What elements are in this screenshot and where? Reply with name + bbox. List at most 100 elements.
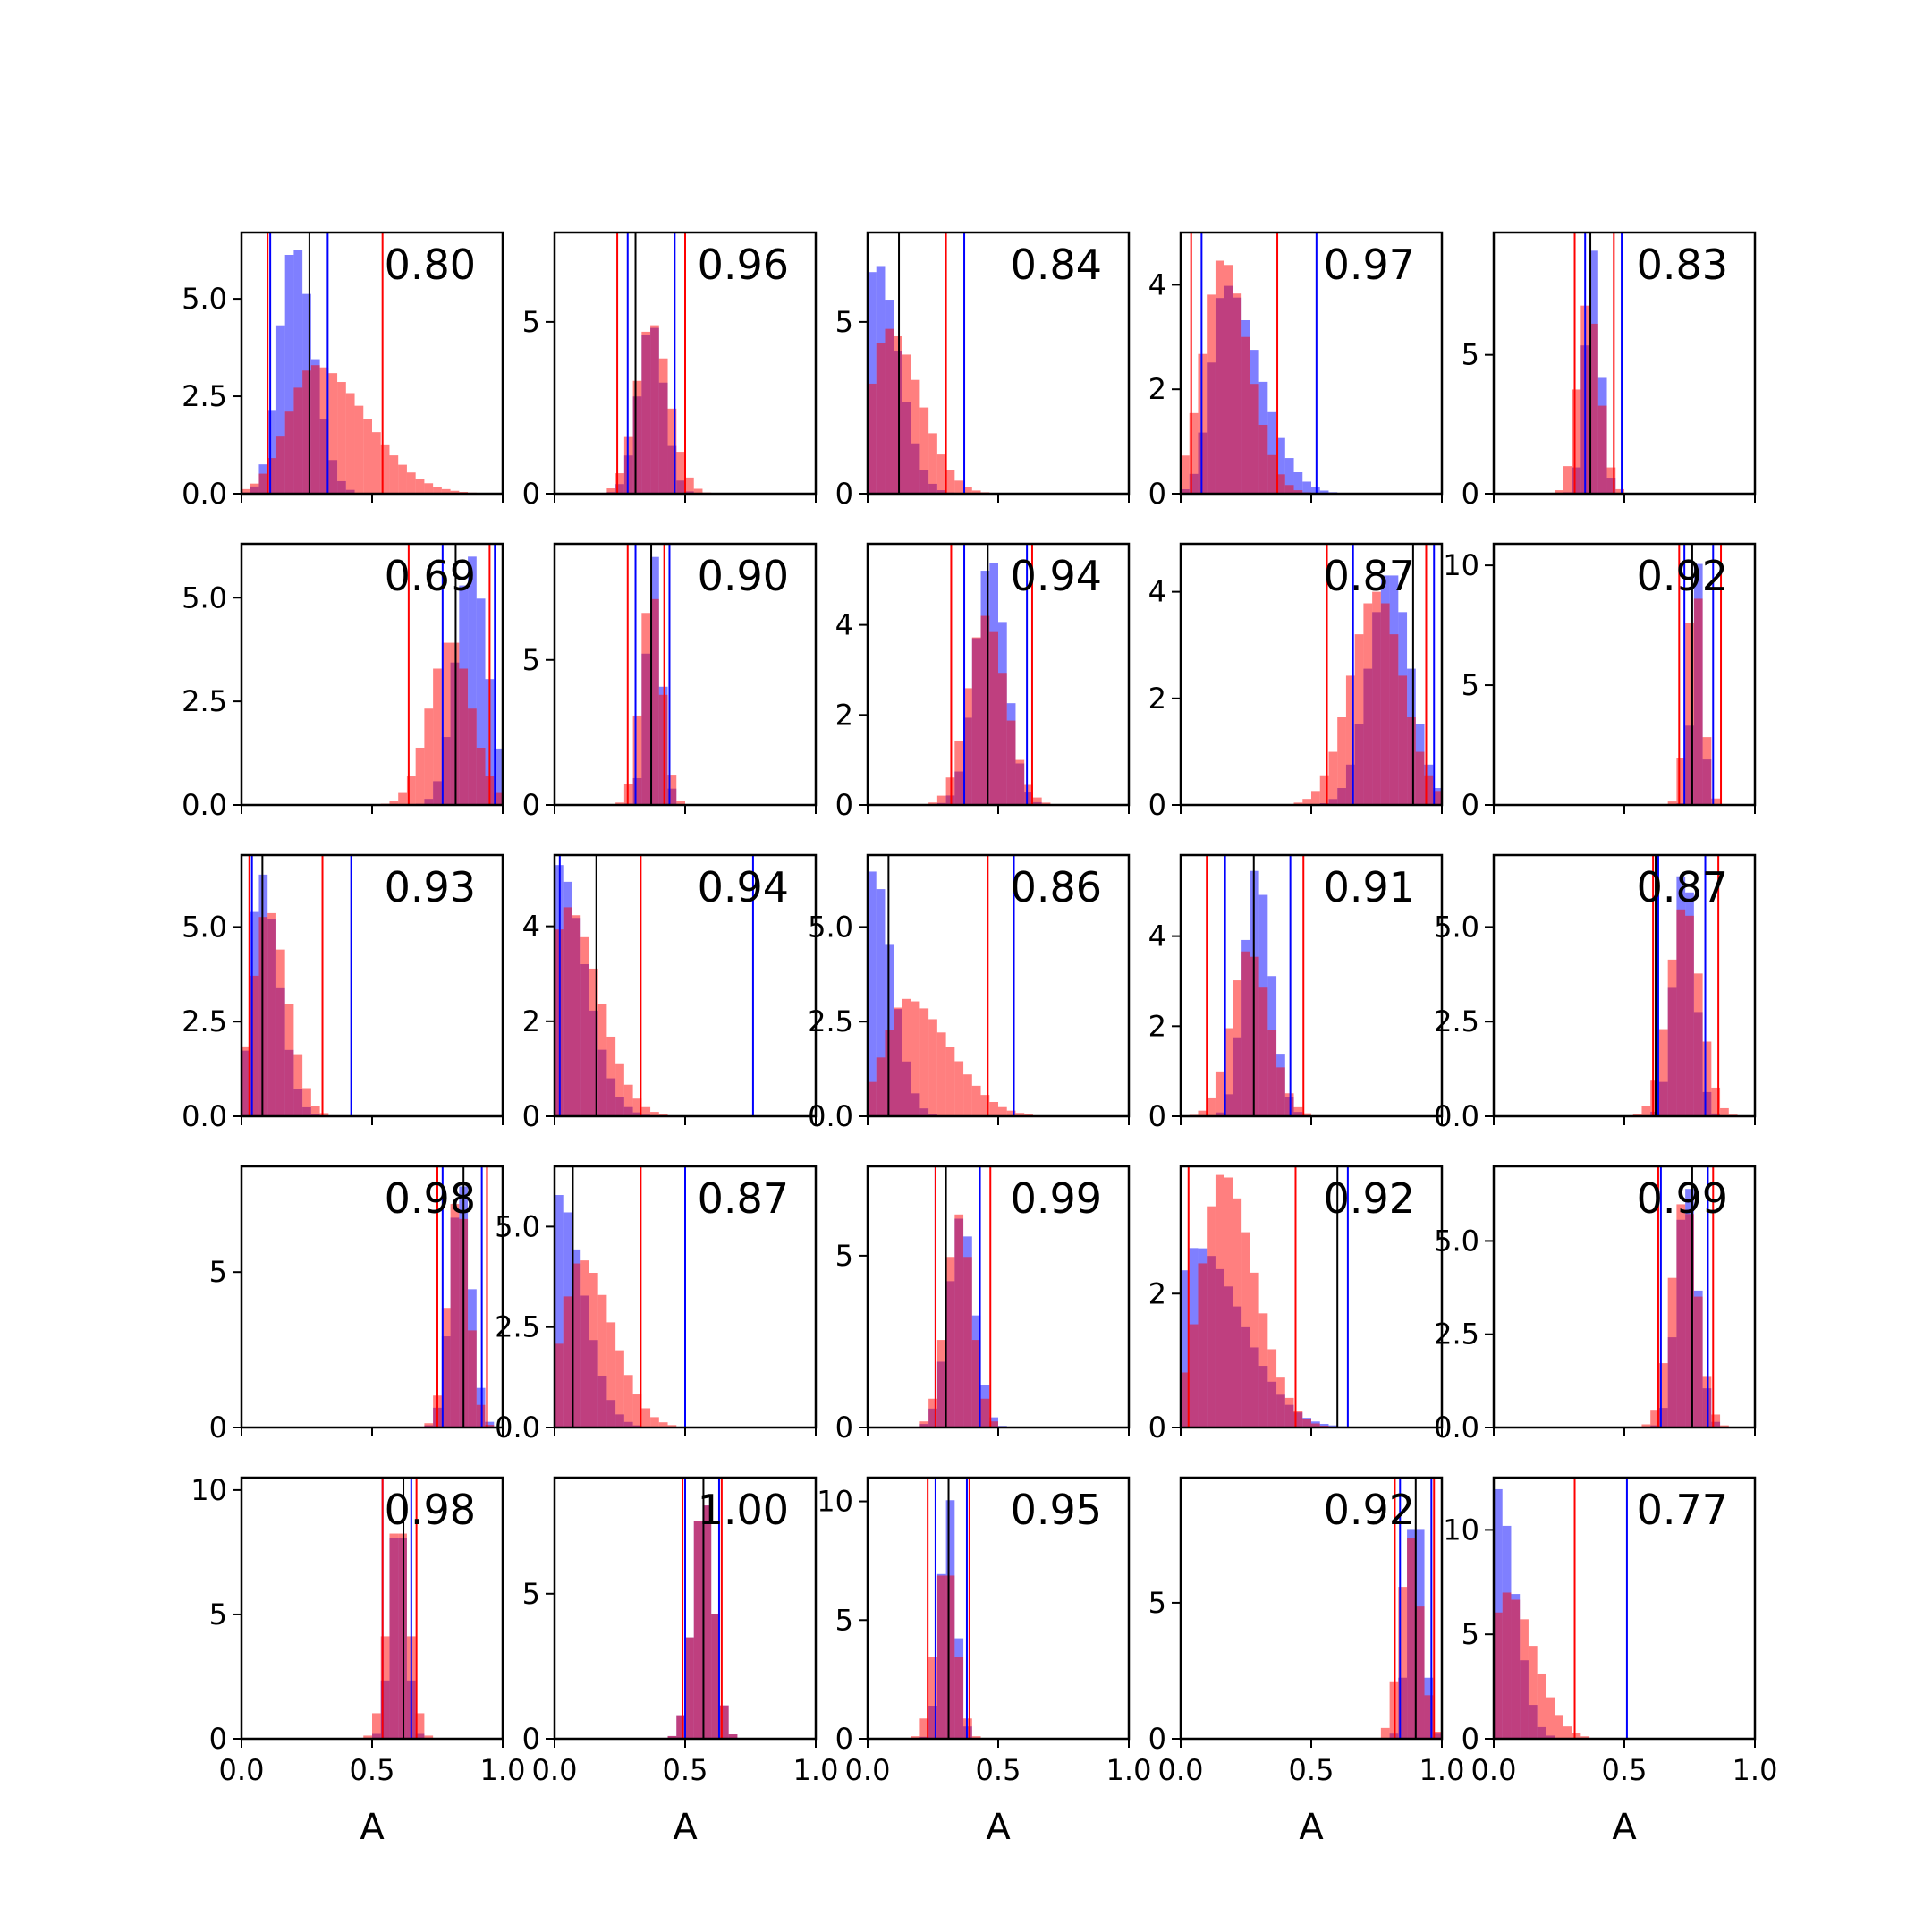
histogram-bar-red <box>1502 1592 1512 1739</box>
x-tick-label: 0.5 <box>976 1753 1021 1787</box>
histogram-bar-red <box>1233 980 1242 1116</box>
y-tick-label: 0.0 <box>1434 1411 1479 1445</box>
histogram-bar-red <box>1198 1110 1208 1116</box>
y-tick-label: 4 <box>835 608 853 642</box>
histogram-bar-red <box>597 1294 607 1428</box>
histogram-bar-red <box>468 708 477 805</box>
histogram-bar-red <box>415 1713 425 1739</box>
histogram-bar-red <box>1293 1106 1303 1116</box>
histogram-bar-red <box>398 464 407 494</box>
histogram-bar-red <box>1685 1214 1694 1428</box>
histogram-bar-red <box>980 615 990 805</box>
histogram-bar-red <box>310 365 320 494</box>
panel-plot-area <box>1293 544 1442 805</box>
histogram-bar-red <box>1380 1727 1390 1739</box>
y-tick-label: 0 <box>1148 1411 1166 1445</box>
histogram-bar-red <box>911 1736 920 1739</box>
histogram-bar-red <box>555 1343 564 1428</box>
histogram-bar-red <box>275 436 285 494</box>
histogram-bar-red <box>980 1398 990 1428</box>
histogram-bar-red <box>606 488 616 494</box>
y-tick-label: 4 <box>1148 919 1166 953</box>
histogram-bar-red <box>667 775 677 805</box>
histogram-bar-blue <box>555 1195 564 1428</box>
histogram-bar-red <box>615 1063 624 1116</box>
panel-score-label: 0.80 <box>385 241 476 289</box>
panel-14: 0 2 4 0.91 <box>1148 853 1444 1133</box>
histogram-bar-red <box>868 383 877 494</box>
histogram-bar-red <box>476 747 486 805</box>
histogram-bar-red <box>372 432 381 494</box>
histogram-bar-red <box>1711 1087 1721 1116</box>
panel-plot-area <box>868 855 1033 1116</box>
y-tick-label: 4 <box>1148 267 1166 301</box>
histogram-bar-red <box>293 1054 303 1116</box>
histogram-bar-red <box>424 1735 434 1739</box>
histogram-bar-red <box>936 795 946 805</box>
histogram-bar-red <box>1276 1067 1285 1116</box>
histogram-bar-red <box>1311 791 1320 805</box>
histogram-bar-red <box>284 411 294 494</box>
histogram-bar-red <box>989 1421 998 1428</box>
histogram-bar-red <box>572 1263 581 1428</box>
histogram-bar-red <box>1702 737 1712 805</box>
panel-7: 050.90 <box>522 542 818 822</box>
histogram-bar-red <box>1293 802 1303 805</box>
histogram-bar-red <box>450 1204 460 1428</box>
panel-plot-area <box>919 1166 1007 1428</box>
histogram-bar-red <box>389 1533 399 1739</box>
panel-24: 0.0 0.5 1.0 A 0 5 0.92 <box>1148 1476 1464 1848</box>
histogram-bar-red <box>1233 1198 1242 1428</box>
histogram-bar-red <box>1233 293 1242 494</box>
histogram-bar-red <box>1572 1733 1581 1739</box>
histogram-bar-red <box>868 1081 877 1116</box>
panel-plot-area <box>1667 544 1723 805</box>
y-tick-label: 2.5 <box>1434 1004 1479 1038</box>
histogram-bar-red <box>441 642 451 805</box>
y-tick-label: 0 <box>835 477 853 511</box>
histogram-bar-red <box>580 936 589 1116</box>
panel-score-label: 0.95 <box>1011 1486 1102 1534</box>
histogram-bar-red <box>1597 405 1607 494</box>
panel-plot-area <box>1380 1478 1442 1739</box>
histogram-bar-red <box>284 1004 294 1116</box>
histogram-bar-red <box>928 802 937 805</box>
panel-plot-area <box>1181 233 1338 494</box>
panel-score-label: 0.99 <box>1637 1174 1728 1223</box>
histogram-bar-red <box>450 490 460 494</box>
histogram-bar-red <box>650 1112 659 1116</box>
y-tick-label: 0 <box>835 1722 853 1756</box>
histogram-bar-red <box>1641 1424 1651 1428</box>
histogram-bar-red <box>337 382 346 494</box>
histogram-bar-red <box>919 1421 929 1428</box>
histogram-bar-blue <box>293 250 303 494</box>
histogram-bar-red <box>894 1007 902 1116</box>
y-tick-label: 2 <box>1148 682 1166 716</box>
histogram-bar-red <box>623 1084 633 1116</box>
y-tick-label: 2.5 <box>182 1004 227 1038</box>
y-tick-label: 5 <box>522 1577 540 1611</box>
y-tick-label: 0.0 <box>182 788 227 822</box>
panel-score-label: 0.84 <box>1011 241 1102 289</box>
histogram-bar-red <box>345 393 355 494</box>
histogram-bar-red <box>1181 1372 1190 1428</box>
panel-19: 020.92 <box>1148 1165 1444 1445</box>
histogram-bar-red <box>1658 1029 1668 1116</box>
histogram-bar-red <box>1015 759 1025 805</box>
x-tick-label: 0.5 <box>1602 1753 1648 1787</box>
histogram-bar-red <box>1207 294 1216 494</box>
histogram-bar-red <box>711 1614 720 1739</box>
y-tick-label: 2 <box>835 698 853 732</box>
panel-score-label: 0.97 <box>1324 241 1415 289</box>
panel-score-label: 0.87 <box>1637 863 1728 911</box>
histogram-bar-red <box>945 1575 955 1739</box>
y-tick-label: 4 <box>1148 575 1166 609</box>
panel-18: 050.99 <box>835 1165 1131 1445</box>
histogram-bar-red <box>1215 1174 1224 1428</box>
y-tick-label: 5 <box>1148 1586 1166 1620</box>
y-tick-label: 0.0 <box>495 1411 540 1445</box>
y-tick-label: 10 <box>817 1485 853 1519</box>
x-tick-label: 0.0 <box>845 1753 891 1787</box>
histogram-bar-red <box>989 1102 998 1116</box>
